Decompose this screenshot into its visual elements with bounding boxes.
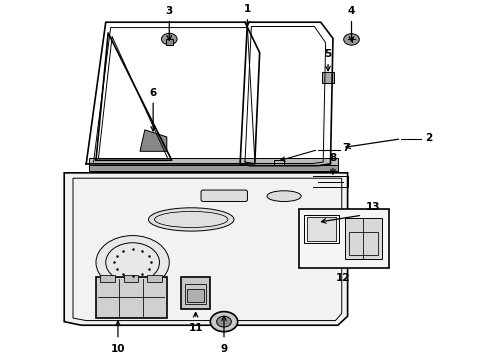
Bar xyxy=(274,160,284,165)
FancyBboxPatch shape xyxy=(201,190,247,202)
Bar xyxy=(304,215,339,243)
Bar xyxy=(307,217,336,240)
Circle shape xyxy=(96,235,169,289)
Bar xyxy=(89,158,338,165)
Text: 5: 5 xyxy=(324,49,332,59)
Text: 8: 8 xyxy=(329,153,337,163)
Ellipse shape xyxy=(267,191,301,202)
Polygon shape xyxy=(64,173,347,325)
Circle shape xyxy=(210,312,238,332)
Text: 1: 1 xyxy=(244,4,251,14)
Text: 9: 9 xyxy=(220,343,227,354)
Bar xyxy=(166,40,172,45)
Text: 7: 7 xyxy=(343,143,350,153)
Text: 12: 12 xyxy=(336,273,350,283)
Text: 6: 6 xyxy=(149,87,157,98)
Text: 10: 10 xyxy=(111,343,125,354)
Bar xyxy=(96,277,167,318)
Circle shape xyxy=(161,33,177,45)
Bar xyxy=(147,275,162,282)
Text: 2: 2 xyxy=(425,133,432,143)
Bar xyxy=(345,218,382,259)
Polygon shape xyxy=(140,130,167,151)
Text: 13: 13 xyxy=(366,202,381,212)
Circle shape xyxy=(217,316,231,327)
Bar xyxy=(100,275,115,282)
Bar xyxy=(89,165,338,171)
Bar xyxy=(299,209,389,268)
Bar xyxy=(181,277,210,309)
Bar xyxy=(185,284,206,304)
Bar xyxy=(348,232,378,255)
Text: 4: 4 xyxy=(348,6,355,16)
Ellipse shape xyxy=(148,208,234,231)
Text: 3: 3 xyxy=(166,6,173,16)
Bar xyxy=(187,289,204,302)
Text: 11: 11 xyxy=(188,323,203,333)
Polygon shape xyxy=(322,72,334,83)
Bar xyxy=(124,275,139,282)
Circle shape xyxy=(343,34,359,45)
